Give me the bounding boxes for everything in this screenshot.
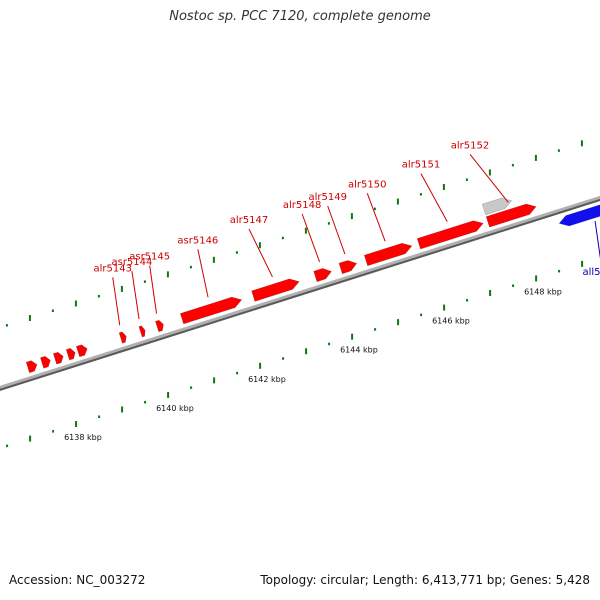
kbp-label: 6148 kbp (524, 287, 562, 296)
gene-arrow (558, 204, 600, 227)
kbp-label-layer: 6138 kbp 6140 kbp 6142 kbp 6144 kbp 6146 kbp… (64, 287, 562, 442)
gene-label-leader (420, 173, 448, 222)
gene-label: alr5151 (402, 160, 440, 171)
gene-label-leader (366, 193, 386, 242)
gene-arrow (338, 260, 358, 275)
gene-arrow (25, 360, 38, 374)
gene-label-leader (301, 213, 321, 263)
gene-label-leader (149, 265, 158, 314)
kbp-label: 6138 kbp (64, 433, 102, 442)
gene-label: asr5145 (129, 252, 170, 263)
gene-arrow (251, 278, 300, 302)
gene-label: alr5148 (283, 200, 321, 211)
gene-arrow (52, 351, 64, 365)
gene-arrow (179, 296, 243, 325)
gene-label: alr5150 (348, 179, 386, 190)
gene-label-leader (197, 249, 209, 298)
genome-summary: Topology: circular; Length: 6,413,771 bp… (260, 573, 590, 587)
gene-label: asr5144 (111, 257, 152, 268)
gene-arrow (313, 268, 332, 283)
gene-arrow (363, 242, 413, 267)
gene-label-leader (594, 220, 600, 259)
gene-arrow (65, 347, 76, 361)
gene-label-leader (248, 228, 273, 278)
genome-axis (0, 195, 600, 391)
gene-label: asr5146 (177, 235, 218, 246)
gene-track (25, 197, 600, 374)
axis-line (0, 195, 600, 391)
gene-label-leader (131, 271, 140, 320)
gene-label: alr5152 (451, 140, 489, 151)
gene-label: all5153 (583, 267, 600, 278)
gene-arrow (40, 355, 51, 369)
forward-tick-track (5, 140, 583, 327)
kbp-label: 6144 kbp (340, 346, 378, 355)
gene-arrow (118, 331, 127, 344)
gene-arrow (75, 344, 88, 358)
gene-label-leader (112, 277, 121, 326)
gene-label-leader (327, 205, 346, 255)
kbp-label: 6146 kbp (432, 317, 470, 326)
gene-arrow (485, 203, 537, 228)
kbp-label: 6140 kbp (156, 404, 194, 413)
gene-arrow (155, 319, 164, 333)
gene-arrow (416, 220, 484, 250)
accession-label: Accession: NC_003272 (9, 573, 146, 587)
gene-label-leader (469, 154, 509, 203)
gene-arrow (481, 197, 513, 216)
kbp-label: 6142 kbp (248, 375, 286, 384)
gene-arrow (138, 325, 146, 338)
gene-label: alr5149 (308, 192, 346, 203)
gene-label: alr5147 (230, 215, 268, 226)
reverse-tick-track (6, 260, 584, 448)
axis-line-shadow (0, 198, 600, 391)
page-title: Nostoc sp. PCC 7120, complete genome (169, 9, 431, 24)
gene-label: alr5143 (94, 263, 132, 274)
